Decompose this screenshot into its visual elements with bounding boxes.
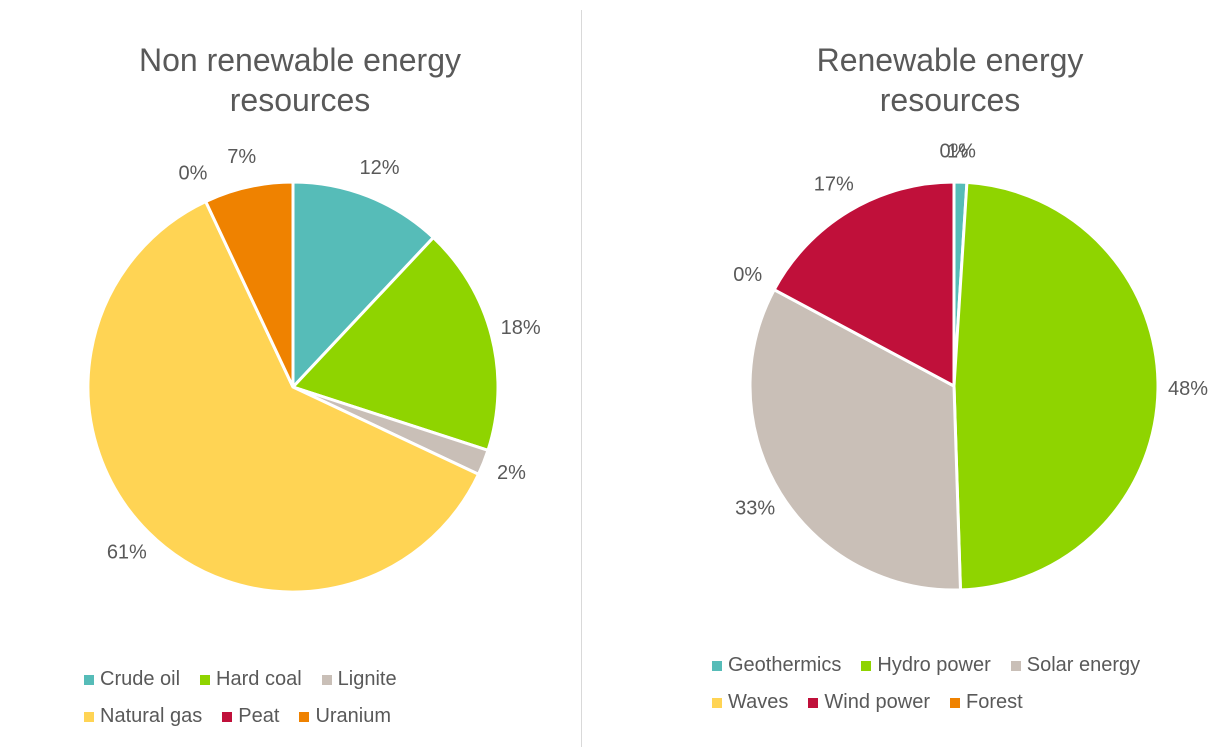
data-label: 0% [733, 264, 762, 286]
data-label: 0% [940, 140, 969, 162]
legend-label: Natural gas [100, 705, 203, 727]
pie-slice [290, 235, 500, 453]
legend-swatch [200, 674, 211, 685]
legend-label: Peat [238, 705, 280, 727]
data-label: 7% [227, 146, 256, 168]
legend: Geothermics Hydro power Solar energy Waves W… [712, 654, 1217, 714]
legend-swatch [712, 697, 722, 708]
legend-item: Geothermics [712, 654, 841, 677]
legend-swatch [950, 697, 960, 708]
data-label: 17% [814, 174, 854, 196]
legend-swatch [84, 711, 94, 722]
legend-label: Forest [966, 691, 1023, 713]
legend-item: Waves [712, 691, 788, 714]
legend-label: Uranium [315, 705, 392, 727]
data-label: 2% [497, 462, 526, 484]
legend-item: Crude oil [84, 668, 180, 691]
legend-item: Lignite [321, 668, 397, 691]
pie-slice [203, 180, 295, 388]
divider [581, 10, 582, 747]
legend-item: Peat [222, 705, 279, 728]
legend-swatch [1010, 660, 1021, 671]
pie-slice [952, 180, 1160, 592]
legend-label: Waves [728, 691, 789, 713]
legend-swatch [861, 660, 872, 671]
legend-item: Uranium [299, 705, 391, 728]
legend-label: Geothermics [728, 654, 842, 676]
legend-swatch [808, 697, 819, 708]
legend-label: Lignite [337, 668, 397, 690]
data-label: 1% [947, 140, 976, 162]
pie-slice [748, 287, 963, 592]
legend-label: Wind power [824, 691, 930, 713]
legend-swatch [222, 711, 233, 722]
legend-label: Crude oil [100, 668, 181, 690]
data-label: 18% [501, 317, 541, 339]
legend-item: Solar energy [1010, 654, 1141, 677]
data-label: 61% [107, 541, 147, 563]
pie-slice [772, 180, 956, 389]
legend-swatch [84, 674, 94, 685]
data-label: 48% [1168, 378, 1208, 400]
legend: Crude oil Hard coal Lignite Natural gas Peat… [84, 668, 504, 728]
legend-label: Hard coal [216, 668, 302, 690]
legend-item: Hard coal [200, 668, 302, 691]
legend-item: Forest [950, 691, 1023, 714]
chart-title: Non renewable energy resources [139, 42, 461, 118]
legend-item: Hydro power [861, 654, 991, 677]
data-label: 33% [735, 498, 775, 520]
legend-swatch [321, 674, 332, 685]
legend-item: Natural gas [84, 705, 202, 728]
legend-swatch [299, 711, 310, 722]
pie-slice [86, 199, 481, 594]
data-label: 12% [359, 157, 399, 179]
chart-title: Renewable energy resources [816, 42, 1084, 118]
legend-swatch [712, 660, 722, 671]
data-label: 0% [178, 163, 207, 185]
legend-item: Wind power [808, 691, 930, 714]
legend-label: Solar energy [1026, 654, 1141, 676]
pie-slice [291, 180, 436, 391]
legend-label: Hydro power [877, 654, 991, 676]
